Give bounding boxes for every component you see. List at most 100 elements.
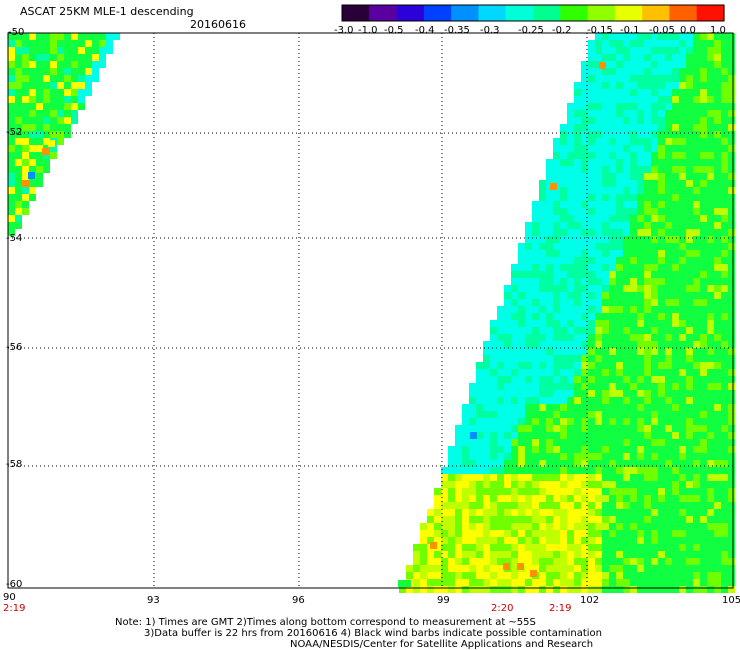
swath-cell xyxy=(630,390,637,397)
colorbar-tick-label: -0.4 xyxy=(415,25,435,36)
swath-cell xyxy=(644,313,651,320)
swath-cell xyxy=(637,334,644,341)
swath-cell xyxy=(714,537,721,544)
swath-cell xyxy=(700,82,707,89)
swath-cell xyxy=(85,75,92,82)
swath-cell xyxy=(637,47,644,54)
swath-cell xyxy=(679,89,686,96)
swath-cell xyxy=(700,509,707,516)
swath-cell xyxy=(36,159,43,166)
swath-cell xyxy=(581,411,588,418)
swath-cell xyxy=(36,110,43,117)
swath-cell xyxy=(574,229,581,236)
swath-cell xyxy=(546,320,553,327)
swath-cell xyxy=(29,47,36,54)
swath-cell xyxy=(623,362,630,369)
swath-cell xyxy=(71,117,78,124)
swath-cell xyxy=(658,180,665,187)
swath-cell xyxy=(560,362,567,369)
swath-cell xyxy=(602,537,609,544)
swath-cell xyxy=(595,124,602,131)
swath-cell xyxy=(728,145,735,152)
colorbar xyxy=(341,4,725,22)
swath-cell xyxy=(574,432,581,439)
swath-cell xyxy=(518,418,525,425)
swath-cell xyxy=(679,306,686,313)
swath-cell xyxy=(546,257,553,264)
swath-cell xyxy=(595,565,602,572)
swath-cell xyxy=(721,390,728,397)
colorbar-tick-label: 0.0 xyxy=(680,25,696,36)
swath-cell xyxy=(581,306,588,313)
swath-cell xyxy=(511,397,518,404)
swath-cell xyxy=(36,40,43,47)
swath-cell xyxy=(686,138,693,145)
swath-cell xyxy=(567,537,574,544)
swath-cell xyxy=(483,404,490,411)
note-line-3: NOAA/NESDIS/Center for Satellite Applica… xyxy=(290,639,594,650)
swath-cell xyxy=(616,194,623,201)
swath-cell xyxy=(728,362,735,369)
swath-cell xyxy=(707,383,714,390)
swath-cell xyxy=(623,278,630,285)
swath-cell xyxy=(700,530,707,537)
swath-cell xyxy=(609,369,616,376)
swath-cell xyxy=(623,530,630,537)
swath-cell xyxy=(588,509,595,516)
swath-cell xyxy=(581,96,588,103)
swath-cell xyxy=(686,327,693,334)
swath-cell xyxy=(567,208,574,215)
swath-cell xyxy=(511,467,518,474)
swath-cell xyxy=(623,369,630,376)
swath-cell xyxy=(693,124,700,131)
swath-cell xyxy=(595,432,602,439)
swath-cell xyxy=(609,40,616,47)
swath-cell xyxy=(637,257,644,264)
swath-cell xyxy=(707,523,714,530)
lat-label: -54 xyxy=(6,233,23,244)
swath-cell xyxy=(637,572,644,579)
swath-cell xyxy=(693,411,700,418)
swath-cell xyxy=(497,474,504,481)
swath-cell xyxy=(532,474,539,481)
swath-cell xyxy=(483,411,490,418)
swath-cell xyxy=(85,68,92,75)
swath-cell xyxy=(721,586,728,593)
swath-cell xyxy=(8,166,15,173)
swath-cell xyxy=(672,152,679,159)
swath-cell xyxy=(497,551,504,558)
swath-cell xyxy=(106,40,113,47)
swath-cell xyxy=(595,229,602,236)
swath-cell xyxy=(609,453,616,460)
swath-cell xyxy=(651,278,658,285)
swath-cell xyxy=(43,68,50,75)
swath-cell xyxy=(581,166,588,173)
swath-cell xyxy=(560,264,567,271)
swath-cell xyxy=(518,530,525,537)
swath-cell xyxy=(679,488,686,495)
swath-cell xyxy=(637,236,644,243)
swath-cell xyxy=(693,222,700,229)
swath-cell xyxy=(8,201,15,208)
swath-cell xyxy=(686,376,693,383)
swath-cell xyxy=(665,488,672,495)
swath-cell xyxy=(609,432,616,439)
swath-cell xyxy=(637,397,644,404)
swath-cell xyxy=(490,334,497,341)
swath-cell xyxy=(714,327,721,334)
swath-cell xyxy=(602,110,609,117)
swath-cell xyxy=(630,187,637,194)
swath-cell xyxy=(714,362,721,369)
swath-cell xyxy=(700,327,707,334)
swath-cell xyxy=(714,530,721,537)
swath-cell xyxy=(574,383,581,390)
swath-cell xyxy=(665,530,672,537)
swath-cell xyxy=(616,131,623,138)
swath-cell xyxy=(550,183,557,190)
swath-cell xyxy=(588,54,595,61)
swath-cell xyxy=(483,355,490,362)
swath-cell xyxy=(609,201,616,208)
swath-cell xyxy=(721,285,728,292)
swath-cell xyxy=(8,47,15,54)
swath-cell xyxy=(602,362,609,369)
